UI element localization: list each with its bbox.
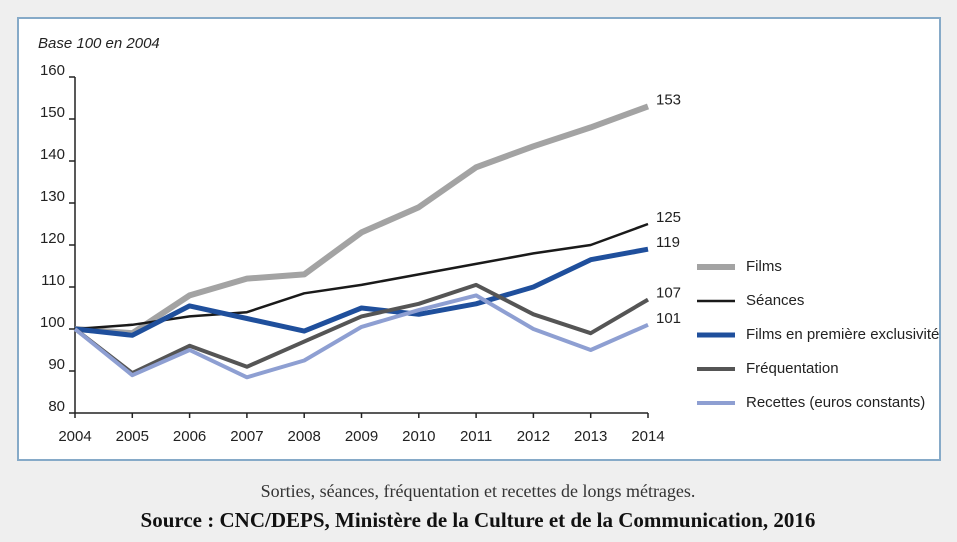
- series-line: [73, 293, 649, 380]
- x-tick-label: 2009: [345, 428, 378, 445]
- x-tick-label: 2012: [517, 428, 550, 445]
- y-tick-label: 110: [41, 272, 65, 289]
- x-tick-label: 2007: [230, 428, 263, 445]
- legend-label: Fréquentation: [746, 360, 839, 377]
- x-tick-label: 2008: [288, 428, 321, 445]
- series-line: [74, 222, 649, 331]
- y-tick-label: 90: [48, 356, 65, 373]
- legend-label: Séances: [746, 292, 804, 309]
- y-tick-label: 130: [40, 188, 65, 205]
- series-line: [74, 246, 649, 338]
- end-label: 101: [656, 310, 681, 327]
- series-line: [74, 103, 650, 337]
- caption: Sorties, séances, fréquentation et recet…: [261, 481, 696, 501]
- x-tick-label: 2004: [58, 428, 91, 445]
- chart-frame: [17, 17, 941, 461]
- series-line: [73, 282, 650, 376]
- y-tick-label: 80: [48, 398, 65, 415]
- x-tick-label: 2013: [574, 428, 607, 445]
- y-tick-label: 150: [40, 104, 65, 121]
- x-tick-label: 2014: [631, 428, 664, 445]
- y-tick-label: 160: [40, 62, 65, 79]
- source: Source : CNC/DEPS, Ministère de la Cultu…: [141, 508, 816, 532]
- x-tick-label: 2006: [173, 428, 206, 445]
- end-label: 107: [656, 285, 681, 302]
- x-tick-label: 2005: [116, 428, 149, 445]
- legend-label: Films: [746, 258, 782, 275]
- y-tick-label: 140: [40, 146, 65, 163]
- y-tick-label: 100: [40, 314, 65, 331]
- legend-label: Films en première exclusivité: [746, 326, 939, 343]
- x-tick-label: 2011: [460, 428, 492, 445]
- end-label: 153: [656, 91, 681, 108]
- y-axis-label: Base 100 en 2004: [38, 35, 160, 52]
- end-label: 119: [656, 234, 680, 251]
- y-tick-label: 120: [40, 230, 65, 247]
- end-label: 125: [656, 209, 681, 226]
- legend-label: Recettes (euros constants): [746, 394, 925, 411]
- x-tick-label: 2010: [402, 428, 435, 445]
